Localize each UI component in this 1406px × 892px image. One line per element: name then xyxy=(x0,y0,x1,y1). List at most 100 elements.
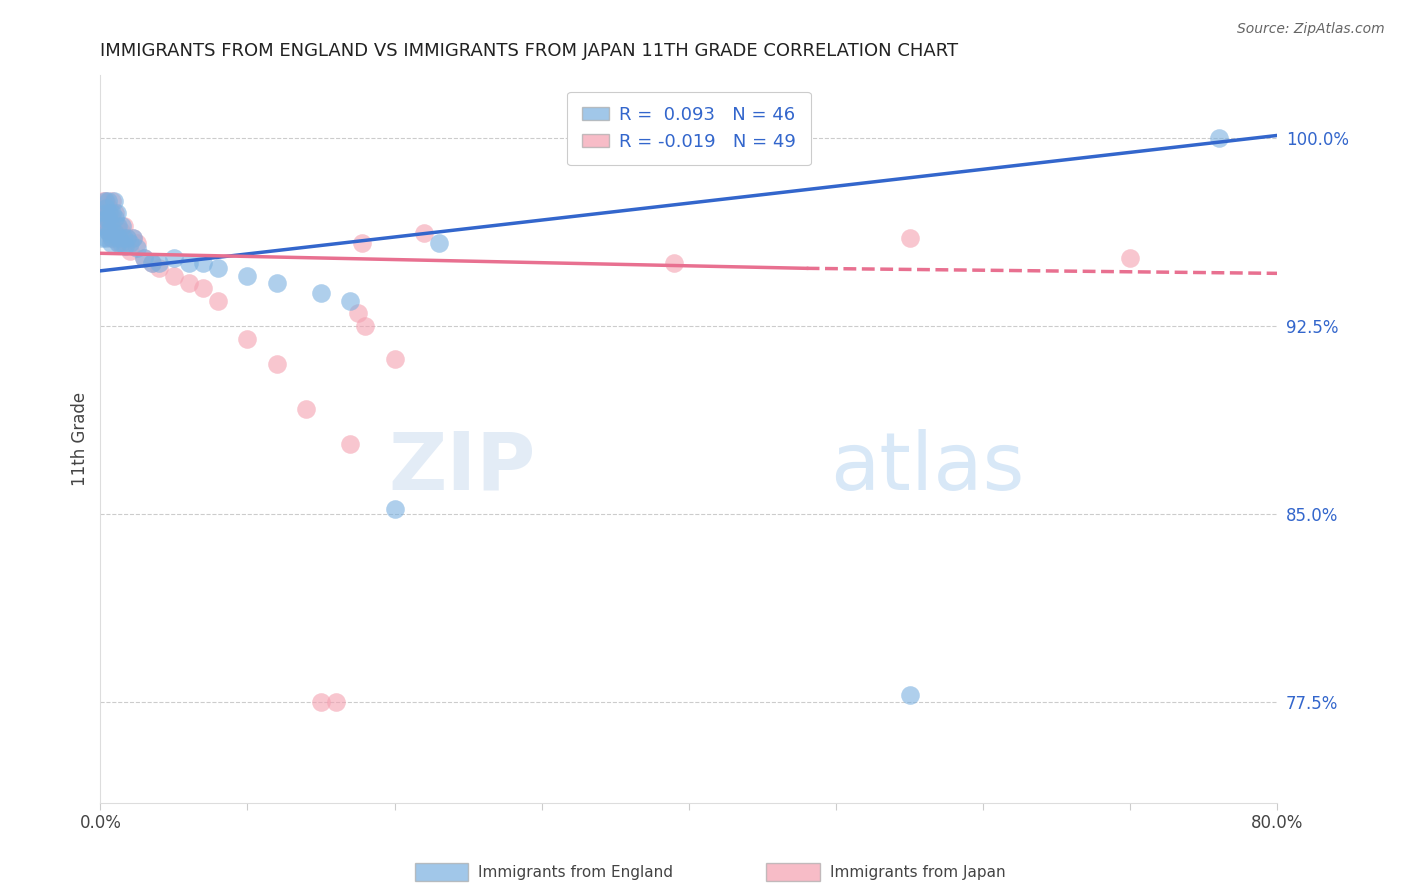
Point xyxy=(98,206,121,220)
Point xyxy=(118,236,141,251)
Text: ZIP: ZIP xyxy=(388,429,536,507)
Point xyxy=(104,226,127,240)
Point xyxy=(97,194,120,208)
Point xyxy=(96,211,118,226)
Text: IMMIGRANTS FROM ENGLAND VS IMMIGRANTS FROM JAPAN 11TH GRADE CORRELATION CHART: IMMIGRANTS FROM ENGLAND VS IMMIGRANTS FR… xyxy=(100,42,959,60)
Point xyxy=(118,244,141,258)
Point xyxy=(193,281,215,295)
Point xyxy=(98,201,121,215)
Point xyxy=(101,231,124,245)
Point xyxy=(97,224,120,238)
Point xyxy=(98,219,121,233)
Point xyxy=(107,236,129,251)
Point xyxy=(163,268,186,283)
Point xyxy=(97,211,120,226)
Text: Immigrants from Japan: Immigrants from Japan xyxy=(830,865,1005,880)
Point xyxy=(236,268,259,283)
Point xyxy=(127,241,149,255)
Point xyxy=(115,231,138,245)
Point xyxy=(96,231,118,245)
Point xyxy=(105,219,128,233)
Point xyxy=(236,332,259,346)
Point xyxy=(112,219,135,233)
Point xyxy=(114,239,136,253)
Point xyxy=(352,236,374,251)
Point xyxy=(325,695,347,709)
Point xyxy=(107,219,129,233)
Point xyxy=(898,231,921,245)
Point xyxy=(148,256,170,270)
Point xyxy=(141,256,163,270)
Point xyxy=(103,224,125,238)
Point xyxy=(266,357,288,371)
Point xyxy=(384,351,406,366)
Point xyxy=(1208,131,1230,145)
Point xyxy=(101,211,124,226)
Point xyxy=(104,206,127,220)
Point xyxy=(664,256,686,270)
Point xyxy=(384,502,406,516)
Point xyxy=(141,256,163,270)
Point xyxy=(121,231,143,245)
Point xyxy=(101,194,124,208)
Point xyxy=(96,201,118,215)
Point xyxy=(339,293,361,308)
Point xyxy=(309,286,332,301)
Point xyxy=(96,194,118,208)
Point xyxy=(115,231,138,245)
Point xyxy=(104,226,127,240)
Text: Source: ZipAtlas.com: Source: ZipAtlas.com xyxy=(1237,22,1385,37)
Point xyxy=(104,211,127,226)
Point xyxy=(427,236,450,251)
Point xyxy=(295,401,318,416)
Point xyxy=(177,256,200,270)
Point xyxy=(114,236,136,251)
Point xyxy=(111,231,134,245)
Point xyxy=(111,219,134,233)
Point xyxy=(105,206,128,220)
Text: Immigrants from England: Immigrants from England xyxy=(478,865,673,880)
Point xyxy=(134,252,156,266)
Point xyxy=(90,231,112,245)
Point xyxy=(94,194,117,208)
Point xyxy=(108,231,131,245)
Point xyxy=(97,224,120,238)
Point xyxy=(898,688,921,702)
Point xyxy=(98,226,121,240)
Point xyxy=(97,206,120,220)
Text: atlas: atlas xyxy=(830,429,1025,507)
Point xyxy=(94,219,117,233)
Point xyxy=(94,206,117,220)
Legend: R =  0.093   N = 46, R = -0.019   N = 49: R = 0.093 N = 46, R = -0.019 N = 49 xyxy=(567,92,811,165)
Point xyxy=(193,256,215,270)
Point xyxy=(339,437,361,451)
Point xyxy=(413,226,436,240)
Point xyxy=(207,261,229,276)
Point xyxy=(90,219,112,233)
Point xyxy=(91,206,114,220)
Point xyxy=(94,201,117,215)
Point xyxy=(103,194,125,208)
Point xyxy=(110,224,132,238)
Point xyxy=(148,261,170,276)
Y-axis label: 11th Grade: 11th Grade xyxy=(72,392,89,486)
Point xyxy=(177,277,200,291)
Point xyxy=(100,236,122,251)
Point xyxy=(121,231,143,245)
Point xyxy=(96,211,118,226)
Point xyxy=(134,252,156,266)
Point xyxy=(112,231,135,245)
Point xyxy=(91,219,114,233)
Point xyxy=(127,236,149,251)
Point xyxy=(101,206,124,220)
Point xyxy=(266,277,288,291)
Point xyxy=(1119,252,1142,266)
Point xyxy=(163,252,186,266)
Point xyxy=(91,194,114,208)
Point xyxy=(354,319,377,334)
Point xyxy=(100,231,122,245)
Point xyxy=(107,231,129,245)
Point xyxy=(100,219,122,233)
Point xyxy=(207,293,229,308)
Point xyxy=(347,306,370,320)
